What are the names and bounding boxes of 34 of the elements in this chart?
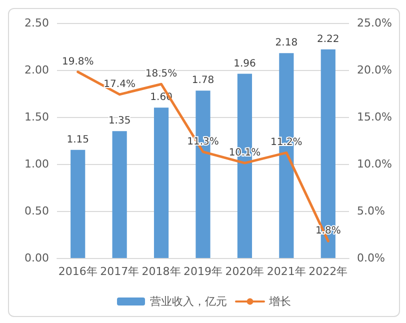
bar xyxy=(70,150,86,258)
x-tick-label: 2022年 xyxy=(308,265,348,278)
data-label: 1.35 xyxy=(108,116,131,127)
y-tick-label: 0.00 xyxy=(24,252,49,264)
data-label: 1.8% xyxy=(315,226,341,237)
bar xyxy=(154,108,169,258)
y-tick-label: 2.00 xyxy=(24,64,49,76)
y2-tick-label: 5.0% xyxy=(357,204,385,218)
y-tick-label: 2.50 xyxy=(24,16,49,30)
bar xyxy=(112,131,127,258)
data-label: 1.78 xyxy=(192,75,214,86)
x-tick-label: 2019年 xyxy=(184,265,222,278)
y2-tick-label: 0.0% xyxy=(357,252,385,264)
y2-tick-label: 10.0% xyxy=(357,158,392,170)
y2-tick-label: 20.0% xyxy=(357,64,392,76)
legend-label: 营业收入，亿元 xyxy=(150,295,227,308)
x-tick-label: 2021年 xyxy=(266,265,306,278)
data-label: 2.22 xyxy=(317,34,340,45)
y-tick-label: 1.50 xyxy=(24,110,49,124)
data-label: 2.18 xyxy=(275,38,298,49)
data-label: 17.4% xyxy=(104,78,136,90)
y-tick-label: 1.00 xyxy=(24,158,49,170)
x-tick-label: 2017年 xyxy=(100,265,140,278)
x-tick-label: 2020年 xyxy=(225,265,264,278)
y2-tick-label: 15.0% xyxy=(357,110,392,124)
x-tick-label: 2018年 xyxy=(142,265,181,278)
data-label: 1.96 xyxy=(234,58,256,70)
data-label: 1.15 xyxy=(66,134,89,146)
y2-tick-label: 25.0% xyxy=(357,16,392,30)
legend-label: 增长 xyxy=(268,295,291,308)
data-label: 18.5% xyxy=(145,68,178,80)
data-label: 19.8% xyxy=(62,56,94,68)
y-tick-label: 0.50 xyxy=(24,204,49,218)
x-tick-label: 2016年 xyxy=(58,265,98,278)
